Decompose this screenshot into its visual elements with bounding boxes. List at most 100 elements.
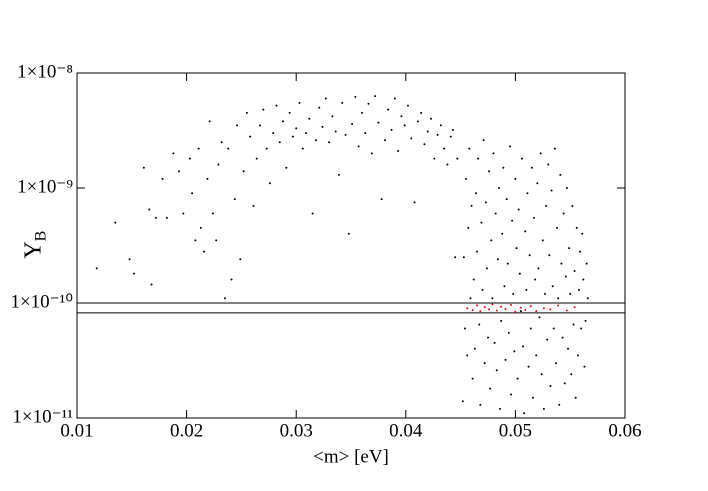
data-point — [545, 204, 548, 207]
data-point — [496, 258, 499, 261]
y-tick-label: 1×10⁻¹¹ — [12, 406, 73, 427]
data-point — [194, 239, 197, 242]
data-point — [334, 130, 337, 133]
data-point — [550, 189, 553, 192]
data-point — [357, 145, 360, 148]
x-tick-label: 0.03 — [280, 420, 313, 441]
data-point — [526, 192, 529, 195]
data-point — [476, 304, 479, 307]
data-point — [533, 216, 536, 219]
data-point — [298, 101, 301, 104]
data-point — [534, 278, 537, 281]
plot-frame — [76, 72, 626, 419]
data-point — [529, 327, 532, 330]
data-point — [387, 108, 390, 111]
data-point — [397, 149, 400, 152]
data-point — [573, 269, 576, 272]
data-point — [583, 365, 586, 368]
data-point — [562, 212, 565, 215]
data-point — [468, 147, 471, 150]
data-point — [413, 201, 416, 204]
data-point — [540, 373, 543, 376]
data-point — [469, 297, 472, 300]
data-point — [308, 117, 311, 120]
data-point — [584, 319, 587, 322]
data-point — [473, 347, 476, 350]
x-tick-label: 0.06 — [608, 420, 641, 441]
data-point — [383, 139, 386, 142]
data-point — [451, 128, 454, 131]
data-point — [324, 97, 327, 100]
data-point — [172, 152, 175, 155]
data-point — [537, 267, 540, 270]
data-point — [132, 272, 135, 275]
data-point — [439, 124, 442, 127]
data-point — [525, 288, 528, 291]
data-point — [518, 272, 521, 275]
data-point — [582, 278, 585, 281]
data-point — [449, 135, 452, 138]
data-point — [142, 166, 145, 169]
data-point — [390, 128, 393, 131]
data-point — [580, 327, 583, 330]
data-point — [520, 157, 523, 160]
data-point — [148, 208, 151, 211]
data-point — [519, 306, 522, 309]
x-tick-label: 0.02 — [170, 420, 203, 441]
data-point — [530, 166, 533, 169]
data-point — [249, 135, 252, 138]
data-point — [291, 135, 294, 138]
data-point — [462, 256, 465, 259]
x-tick-label: 0.04 — [389, 420, 423, 441]
data-point — [252, 204, 255, 207]
data-point — [497, 187, 500, 189]
data-point — [272, 132, 275, 135]
data-point — [531, 396, 534, 399]
data-point — [506, 262, 509, 265]
data-point — [542, 407, 545, 410]
data-point — [217, 163, 220, 166]
data-point — [536, 182, 539, 185]
data-point — [557, 297, 560, 300]
data-point — [128, 258, 131, 261]
data-point — [436, 133, 439, 136]
data-point — [465, 177, 468, 180]
data-point — [182, 212, 185, 215]
y-tick-label: 1×10⁻¹⁰ — [10, 291, 73, 312]
data-point — [494, 212, 497, 215]
data-point — [568, 247, 571, 250]
data-point — [197, 147, 200, 150]
data-point — [288, 111, 291, 114]
x-tick-label: 0.01 — [60, 420, 93, 441]
data-point — [519, 310, 522, 313]
data-point — [554, 362, 557, 365]
data-point — [557, 304, 560, 307]
data-point — [360, 111, 363, 114]
data-point — [466, 307, 469, 310]
data-point — [476, 250, 479, 253]
data-point — [443, 147, 446, 150]
data-point — [500, 305, 503, 308]
data-point — [549, 308, 552, 311]
data-point — [507, 331, 510, 334]
data-point — [191, 192, 194, 195]
data-point — [374, 95, 377, 98]
data-point — [571, 204, 574, 207]
data-point — [500, 319, 503, 322]
data-point — [543, 292, 546, 295]
data-point — [487, 336, 489, 339]
data-point — [95, 267, 98, 270]
data-point — [524, 230, 527, 233]
data-point — [268, 182, 271, 185]
data-point — [529, 305, 532, 308]
data-point — [165, 216, 168, 219]
data-point — [570, 373, 573, 376]
data-point — [351, 123, 354, 126]
data-point — [575, 226, 578, 229]
data-point — [206, 177, 209, 180]
data-point — [535, 310, 538, 313]
data-point — [542, 307, 545, 310]
data-point — [295, 127, 298, 130]
data-point — [574, 396, 577, 399]
